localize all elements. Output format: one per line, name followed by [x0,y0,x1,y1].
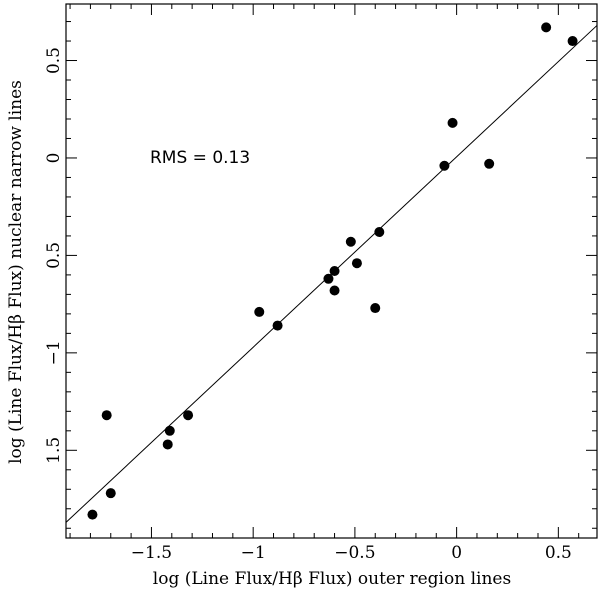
x-tick-label: −1.5 [131,543,172,563]
y-tick-label: 0.5 [44,47,64,74]
y-tick-label: −1 [44,340,64,365]
data-point [323,273,334,284]
plot-frame [65,3,598,539]
data-point [162,439,173,450]
x-tick-label: 0.5 [545,543,572,563]
data-point [567,36,578,47]
data-point [164,425,175,436]
y-tick-label: 0 [44,153,64,164]
data-point [272,320,283,331]
data-point [105,488,116,499]
data-point [329,266,340,276]
data-point [329,285,340,296]
data-point [484,158,495,169]
data-point [345,236,356,247]
y-tick-label: 0.5 [44,242,64,269]
data-point [447,117,458,128]
y-tick-labels: 0.5 0 0.5 −1 1.5 [44,47,64,464]
data-point [351,258,362,269]
x-tick-label: −0.5 [334,543,375,563]
x-tick-label: 0 [451,543,462,563]
x-axis-label: log (Line Flux/Hβ Flux) outer region lin… [153,569,511,589]
data-point [370,303,381,314]
data-points [87,22,578,520]
data-point [254,306,265,317]
x-tick-label: −1 [241,543,266,563]
data-point [374,227,385,238]
data-point [87,509,98,520]
data-point [101,410,112,421]
y-tick-label: 1.5 [44,437,64,464]
axis-ticks [66,4,597,538]
rms-annotation: RMS = 0.13 [150,148,250,168]
data-point [541,22,552,33]
data-point [183,410,194,421]
x-tick-labels: −1.5 −1 −0.5 0 0.5 [131,543,572,563]
y-axis-label: log (Line Flux/Hβ Flux) nuclear narrow l… [6,80,26,464]
data-point [439,160,450,171]
